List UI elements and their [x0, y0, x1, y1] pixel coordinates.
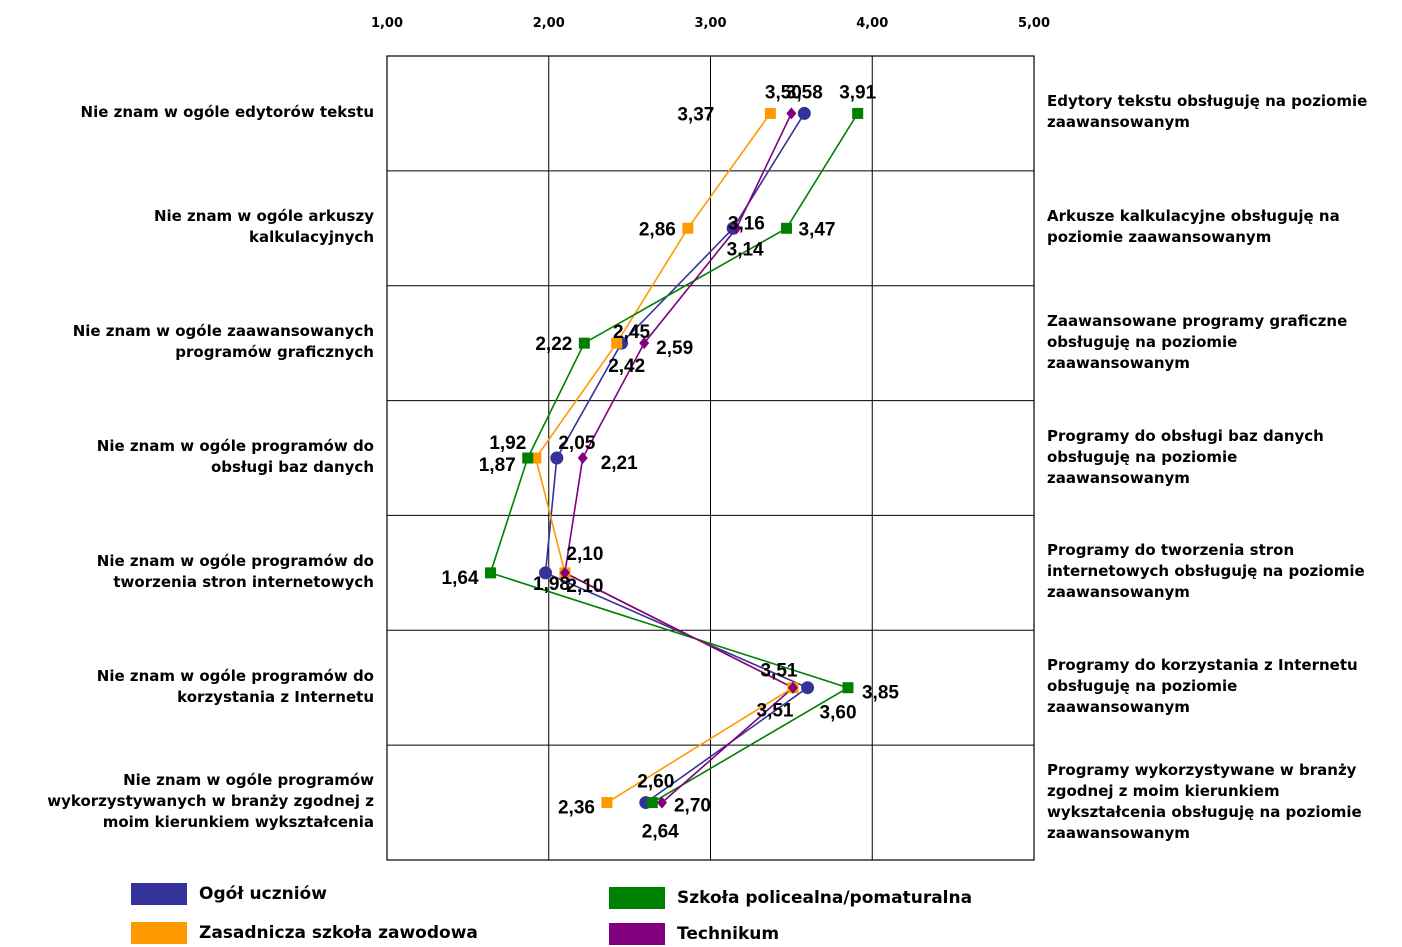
data-point: [682, 222, 694, 234]
category-label-right: Programy do tworzenia stron internetowych…: [1047, 541, 1365, 602]
data-label: 2,45: [613, 322, 650, 343]
data-label: 2,86: [639, 219, 676, 240]
data-point: [842, 682, 854, 694]
legend-label: Technikum: [677, 924, 780, 944]
data-point: [578, 337, 590, 349]
category-label-left: Nie znam w ogóle programów do korzystania…: [96, 666, 374, 706]
data-label: 2,42: [608, 356, 645, 377]
data-label: 2,59: [656, 338, 693, 359]
category-label-left: Nie znam w ogóle arkuszy kalkulacyjnych: [153, 207, 374, 247]
data-label: 3,14: [727, 239, 764, 260]
data-label: 3,47: [799, 219, 836, 240]
category-label-right: Programy do korzystania z Internetu obsłu…: [1047, 656, 1358, 717]
category-label-left: Nie znam w ogóle programów wykorzystywany…: [47, 771, 374, 832]
legend-swatch: [131, 922, 187, 944]
category-label-right: Edytory tekstu obsługuję na poziomie zaaw…: [1047, 92, 1368, 132]
data-label: 2,36: [558, 798, 595, 819]
data-label: 2,21: [601, 453, 638, 474]
data-point: [559, 566, 570, 579]
legend-label: Ogół uczniów: [199, 884, 327, 904]
legend-swatch: [609, 923, 665, 945]
data-point: [577, 452, 588, 464]
legend-swatch: [609, 887, 665, 909]
category-label-left: Nie znam w ogóle zaawansowanych programów…: [72, 322, 374, 362]
data-label: 2,70: [674, 796, 711, 817]
x-tick-label: 4,00: [856, 16, 888, 31]
category-label-right: Zaawansowane programy graficzne obsługuję…: [1047, 311, 1348, 372]
data-point: [485, 567, 497, 579]
data-point: [539, 566, 553, 580]
data-point: [646, 797, 658, 809]
category-label-left: Nie znam w ogóle programów do tworzenia s…: [96, 551, 374, 591]
category-label-right: Programy do obsługi baz danych obsługuję …: [1047, 426, 1324, 487]
data-label: 3,37: [677, 104, 714, 125]
data-label: 1,98: [533, 574, 570, 595]
data-label: 3,91: [839, 82, 876, 103]
data-label: 2,64: [642, 822, 679, 843]
data-label: 2,10: [566, 544, 603, 565]
category-label-right: Arkusze kalkulacyjne obsługuję na poziomi…: [1047, 207, 1340, 247]
data-label: 2,60: [637, 772, 674, 793]
data-label: 2,05: [558, 433, 595, 454]
data-label: 1,64: [442, 568, 479, 589]
data-label: 3,50: [765, 82, 802, 103]
data-point: [731, 222, 742, 235]
data-label: 2,10: [566, 576, 603, 597]
legend-swatch: [131, 883, 187, 905]
data-point: [781, 222, 793, 234]
data-label: 3,51: [757, 701, 794, 722]
data-label: 1,87: [479, 455, 516, 476]
x-tick-label: 2,00: [533, 16, 565, 31]
data-point: [530, 452, 542, 464]
category-label-left: Nie znam w ogóle edytorów tekstu: [80, 102, 374, 121]
data-label: 3,16: [728, 213, 765, 234]
x-tick-label: 5,00: [1018, 16, 1050, 31]
data-point: [787, 681, 798, 694]
data-label: 2,22: [535, 334, 572, 355]
data-point: [852, 107, 864, 119]
data-label: 3,85: [862, 683, 899, 704]
data-point: [522, 452, 534, 464]
data-label: 3,60: [820, 703, 857, 724]
data-point: [639, 337, 650, 350]
legend-label: Szkoła policealna/pomaturalna: [677, 888, 973, 908]
data-label: 3,51: [761, 661, 798, 682]
data-point: [611, 337, 623, 349]
data-label: 1,92: [489, 433, 526, 454]
data-point: [764, 107, 776, 119]
data-point: [797, 106, 811, 120]
data-point: [601, 797, 613, 809]
series-line: [489, 112, 859, 804]
data-point: [786, 107, 797, 120]
x-tick-label: 3,00: [694, 16, 726, 31]
data-point: [656, 796, 667, 809]
data-point: [550, 451, 564, 465]
data-point: [801, 681, 815, 695]
x-tick-label: 1,00: [371, 16, 403, 31]
category-label-right: Programy wykorzystywane w branży zgodnej …: [1047, 760, 1362, 842]
legend-label: Zasadnicza szkoła zawodowa: [199, 923, 478, 943]
data-label: 3,58: [786, 82, 823, 103]
category-label-left: Nie znam w ogóle programów do obsługi baz…: [96, 437, 374, 476]
